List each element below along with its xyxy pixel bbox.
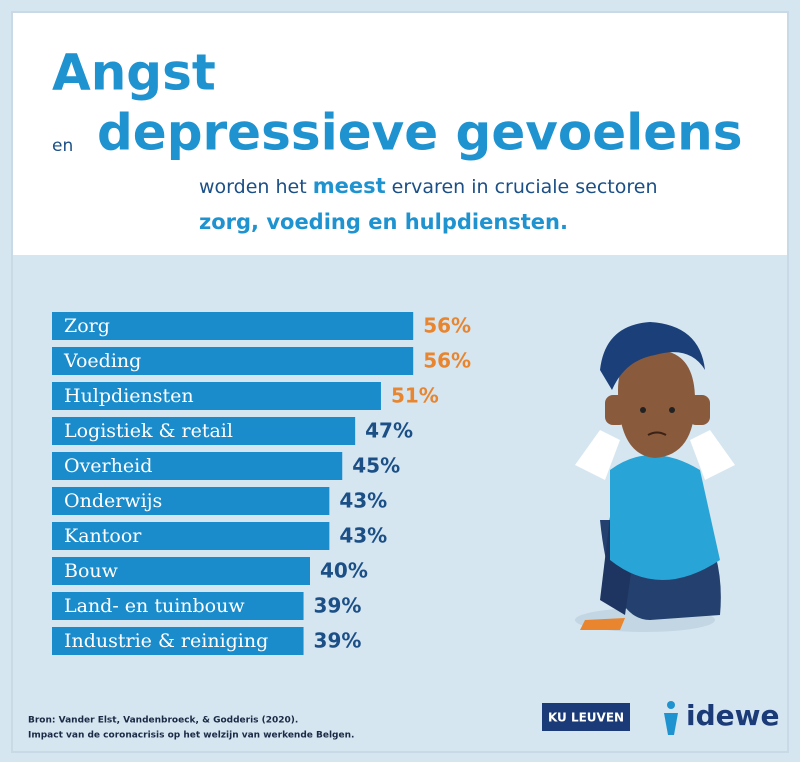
value-label: 43% <box>339 489 387 513</box>
logo: idewe <box>686 699 780 732</box>
value-label: 47% <box>365 419 413 443</box>
value-label: 45% <box>352 454 400 478</box>
header-panel <box>12 12 788 255</box>
bar <box>52 487 330 515</box>
category-label: Hulpdiensten <box>64 385 194 407</box>
category-label: Kantoor <box>64 525 142 547</box>
bar <box>52 557 310 585</box>
value-label: 56% <box>423 349 471 373</box>
title-connector: en <box>52 136 73 156</box>
logo-icon <box>667 701 675 709</box>
value-label: 39% <box>314 629 362 653</box>
source: Impact van de coronacrisis op het welzij… <box>28 731 354 741</box>
logo-icon <box>664 713 678 735</box>
bar <box>52 627 304 655</box>
frame <box>11 11 789 753</box>
subtitle: worden het meest ervaren in cruciale sec… <box>199 174 657 198</box>
value-label: 51% <box>391 384 439 408</box>
category-label: Onderwijs <box>64 490 162 512</box>
bar <box>52 522 330 550</box>
bar-chart: Zorg 56% Voeding 56% Hulpdiensten 51% Logistie… <box>52 312 471 655</box>
category-label: Voeding <box>63 350 141 372</box>
title: Angst <box>52 44 216 102</box>
illustration <box>575 322 735 632</box>
category-label: Land- en tuinbouw <box>64 595 245 617</box>
bar <box>52 347 414 375</box>
bar <box>52 452 343 480</box>
subtitle: zorg, voeding en hulpdiensten. <box>199 210 568 234</box>
bar <box>52 382 381 410</box>
value-label: 39% <box>314 594 362 618</box>
bar <box>52 592 304 620</box>
logo: KU LEUVEN <box>548 711 624 725</box>
category-label: Bouw <box>64 560 119 582</box>
bar <box>52 417 356 445</box>
value-label: 40% <box>320 559 368 583</box>
title: depressieve gevoelens <box>97 104 743 162</box>
category-label: Logistiek & retail <box>64 420 233 442</box>
category-label: Overheid <box>64 455 152 477</box>
value-label: 43% <box>339 524 387 548</box>
logo-box <box>542 703 630 731</box>
category-label: Zorg <box>64 315 110 337</box>
source: Bron: Vander Elst, Vandenbroeck, & Godde… <box>28 716 298 726</box>
category-label: Industrie & reiniging <box>64 630 268 652</box>
bar <box>52 312 414 340</box>
value-label: 56% <box>423 314 471 338</box>
